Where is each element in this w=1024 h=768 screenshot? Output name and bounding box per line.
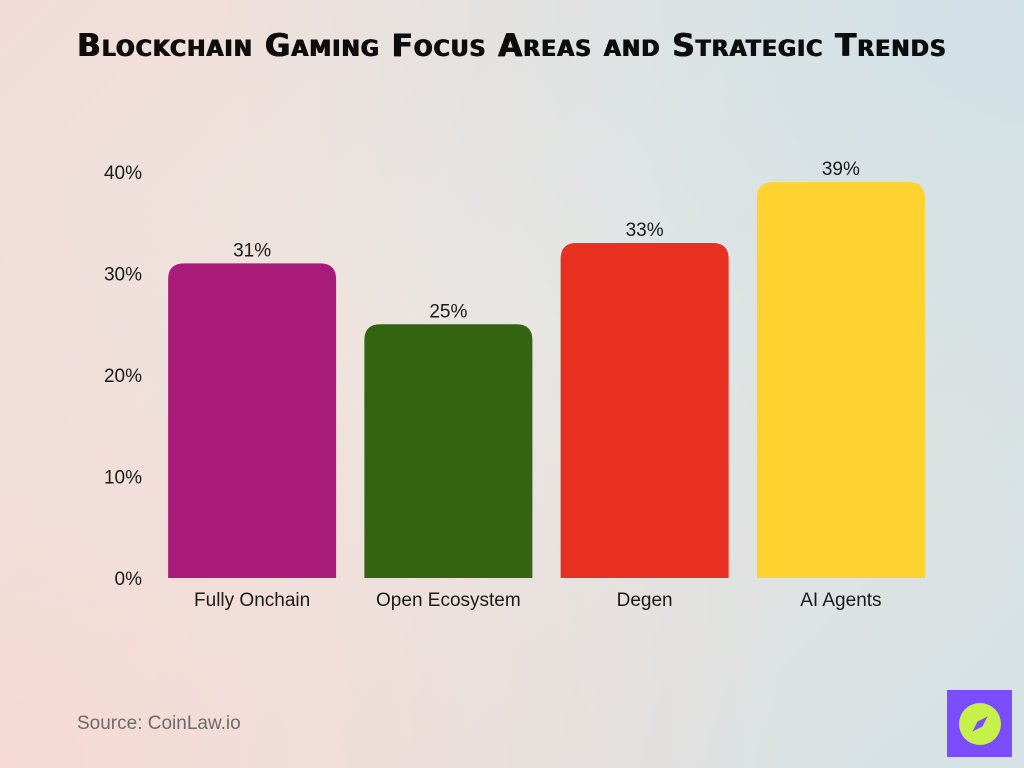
y-tick-label: 0% bbox=[115, 569, 143, 590]
x-category-label: Degen bbox=[617, 590, 673, 611]
data-label: 39% bbox=[822, 159, 860, 180]
x-category-label: Open Ecosystem bbox=[376, 590, 521, 611]
y-tick-label: 10% bbox=[104, 468, 142, 489]
y-tick-label: 40% bbox=[104, 163, 142, 184]
x-category-label: AI Agents bbox=[800, 590, 881, 611]
bar-open-ecosystem bbox=[364, 324, 533, 578]
y-tick-label: 20% bbox=[104, 366, 142, 387]
data-label: 33% bbox=[626, 220, 664, 241]
y-axis: 0% 10% 20% 30% 40% bbox=[104, 163, 142, 590]
data-label: 31% bbox=[233, 240, 271, 261]
bar-ai-agents bbox=[756, 182, 925, 578]
x-category-label: Fully Onchain bbox=[194, 590, 310, 611]
source-note: Source: CoinLaw.io bbox=[77, 713, 241, 734]
y-tick-label: 30% bbox=[104, 265, 142, 286]
bars bbox=[168, 182, 925, 579]
coinlaw-logo bbox=[947, 690, 1012, 757]
x-axis: Fully Onchain Open Ecosystem Degen AI Agent… bbox=[194, 590, 882, 611]
bar-fully-onchain bbox=[168, 263, 337, 578]
data-labels: 31% 25% 33% 39% bbox=[233, 159, 860, 322]
compass-icon bbox=[958, 702, 1001, 745]
bar-degen bbox=[560, 243, 729, 579]
data-label: 25% bbox=[429, 301, 467, 322]
chart-title: Blockchain Gaming Focus Areas and Strate… bbox=[77, 28, 947, 64]
